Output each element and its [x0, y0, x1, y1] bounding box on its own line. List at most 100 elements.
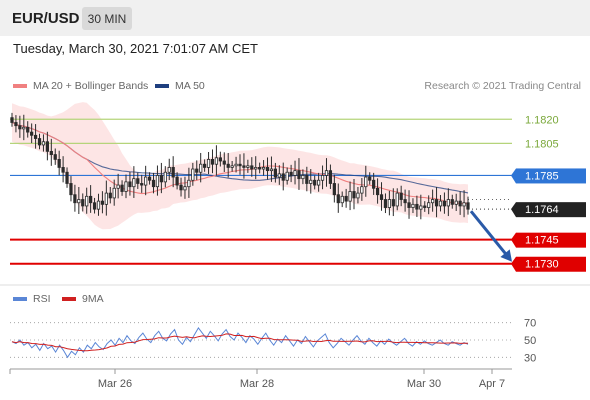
candle: [167, 167, 171, 173]
candle: [446, 199, 450, 207]
candle: [77, 199, 81, 204]
candle: [320, 175, 325, 181]
forecast-arrow-shaft: [469, 210, 510, 258]
level-label: 1.1820: [525, 114, 559, 126]
price-tag-pointer: [511, 232, 516, 248]
candle: [159, 175, 163, 183]
rsi-tick-label: 70: [524, 318, 536, 330]
candle: [340, 195, 344, 204]
price-tag-pointer: [511, 202, 516, 218]
rsi-ma-swatch: [62, 297, 76, 301]
candle: [364, 176, 368, 188]
candle: [407, 202, 411, 208]
candle: [45, 141, 49, 152]
candle: [332, 183, 336, 196]
candle: [375, 187, 380, 196]
candle: [277, 173, 281, 178]
candle: [336, 194, 340, 204]
candle: [179, 184, 183, 191]
candle: [466, 202, 470, 210]
candle: [214, 157, 219, 165]
price-tag-1.1730: [516, 256, 586, 272]
candle: [450, 199, 454, 205]
rsi-ma-legend-label: 9MA: [82, 293, 104, 305]
candle: [57, 158, 61, 168]
candle: [289, 171, 293, 176]
candle: [226, 163, 230, 168]
candle: [391, 199, 395, 207]
candle: [10, 117, 14, 123]
candle: [360, 186, 364, 194]
candle: [297, 170, 301, 180]
candle: [206, 158, 211, 168]
candle: [30, 131, 34, 136]
level-label: 1.1764: [525, 204, 559, 216]
candle: [73, 194, 77, 204]
candle: [415, 203, 419, 210]
candle: [144, 176, 148, 186]
candle: [187, 179, 191, 188]
level-label: 1.1785: [525, 170, 559, 182]
candle: [411, 203, 415, 208]
level-label: 1.1805: [525, 138, 559, 150]
legend-ma50: MA 50: [155, 80, 205, 92]
candle: [309, 179, 313, 184]
candle: [368, 176, 372, 181]
candle: [69, 183, 73, 196]
candle: [116, 184, 120, 189]
candle: [41, 141, 46, 146]
ma50-legend-label: MA 50: [175, 80, 205, 92]
candle: [419, 205, 423, 210]
candle: [155, 175, 160, 188]
candle: [383, 199, 388, 208]
candle: [301, 175, 305, 180]
candle: [163, 171, 167, 183]
candle: [92, 202, 97, 210]
rsi-legend-label: RSI: [33, 293, 51, 305]
candle: [230, 165, 234, 168]
candle: [195, 168, 199, 173]
candle: [269, 168, 274, 172]
candle: [183, 186, 187, 191]
candle: [96, 200, 101, 210]
candle: [458, 200, 462, 207]
candle: [81, 199, 85, 207]
candle: [108, 192, 112, 199]
candle: [348, 191, 352, 202]
candle: [89, 195, 93, 204]
candle: [352, 191, 356, 199]
ma50-swatch: [155, 84, 169, 88]
candle: [112, 187, 116, 199]
datetime-label: Tuesday, March 30, 2021 7:01:07 AM CET: [13, 41, 258, 56]
candle: [285, 171, 289, 181]
candle: [281, 173, 285, 181]
x-tick-label: Mar 28: [240, 378, 274, 390]
candle: [171, 167, 175, 178]
rsi-swatch: [13, 297, 27, 301]
candle: [293, 170, 297, 176]
candle: [356, 192, 360, 199]
candle: [222, 160, 226, 165]
candle: [49, 150, 53, 155]
candle: [324, 170, 329, 176]
candle: [132, 178, 136, 188]
timeframe-button[interactable]: 30 MIN: [82, 7, 132, 30]
symbol-title: EUR/USD: [12, 10, 80, 27]
candle: [147, 176, 152, 181]
candle: [65, 171, 69, 184]
candle: [218, 157, 222, 162]
candle: [261, 167, 266, 170]
candle: [26, 126, 30, 133]
candle: [423, 205, 427, 208]
candle: [104, 192, 108, 205]
candle: [151, 179, 156, 188]
candle: [37, 138, 42, 146]
price-tag-1.1745: [516, 232, 586, 248]
candles-group: [10, 112, 470, 220]
candle: [431, 199, 435, 204]
candle: [379, 194, 384, 200]
candle: [442, 200, 447, 207]
x-tick-label: Apr 7: [479, 378, 505, 390]
candle: [313, 179, 317, 186]
